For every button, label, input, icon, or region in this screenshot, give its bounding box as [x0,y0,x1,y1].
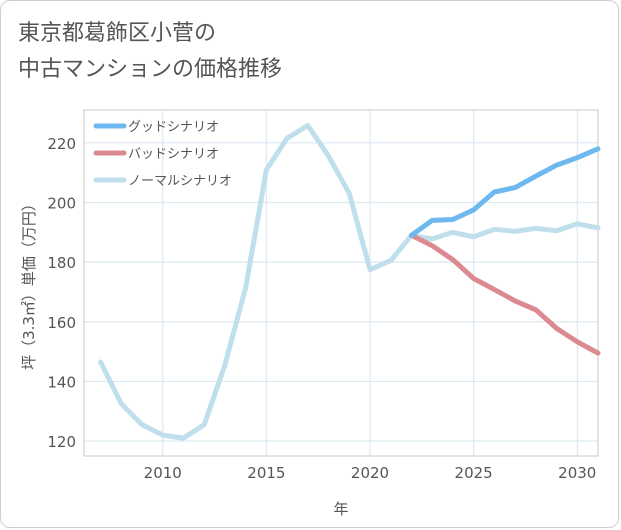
series-line-0 [409,146,601,238]
legend-label-1: バッドシナリオ [128,147,219,162]
y-tick-label: 160 [47,314,76,332]
x-tick-label: 2020 [351,464,389,482]
y-tick-label: 120 [47,433,76,451]
series-line-1 [409,232,601,356]
y-tick-label: 200 [47,194,76,212]
y-tick-label: 220 [47,135,76,153]
y-axis-label: 坪（3.3㎡）単価（万円） [20,196,38,370]
series-lines [98,123,601,441]
chart-title: 東京都葛飾区小菅の 中古マンションの価格推移 [18,16,438,88]
legend-label-2: ノーマルシナリオ [128,174,232,189]
x-tick-label: 2025 [455,464,493,482]
y-tick-label: 140 [47,373,76,391]
x-tick-label: 2010 [144,464,182,482]
legend-label-0: グッドシナリオ [128,120,219,135]
x-axis-label: 年 [333,500,348,518]
x-axis-ticks: 2010 2015 2020 2025 2030 [144,464,597,482]
chart-title-line-1: 東京都葛飾区小菅の [18,21,217,46]
chart-title-line-2: 中古マンションの価格推移 [18,57,283,82]
x-tick-label: 2015 [247,464,285,482]
series-line-2 [98,123,601,441]
plot-frame [83,109,599,457]
y-axis-ticks: 120 140 160 180 200 220 [47,135,76,451]
y-tick-label: 180 [47,254,76,272]
x-tick-label: 2030 [558,464,596,482]
